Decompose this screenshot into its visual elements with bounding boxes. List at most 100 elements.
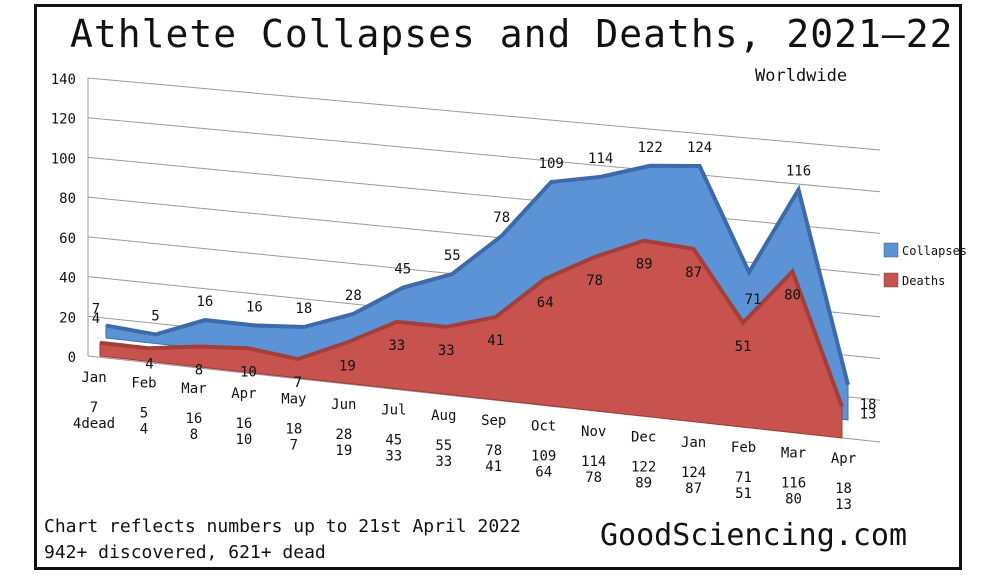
x-tick-label: Aug: [431, 408, 456, 424]
deaths-data-label: 7: [294, 375, 302, 391]
chart-title: Athlete Collapses and Deaths, 2021—22: [70, 12, 954, 56]
x-tick-label: Jan: [681, 435, 706, 451]
x-tick-label: Jun: [331, 397, 356, 413]
x-tick-label: Jul: [381, 402, 406, 418]
deaths-data-label: 33: [388, 338, 405, 354]
deaths-data-label: 4: [145, 356, 153, 372]
deaths-data-label: 8: [195, 363, 203, 379]
table-cell-collapses: 7: [90, 400, 98, 416]
collapses-data-label: 78: [493, 210, 510, 226]
x-tick-label: May: [281, 392, 306, 408]
deaths-data-label: 19: [339, 358, 356, 374]
brand-watermark: GoodSciencing.com: [600, 518, 908, 553]
table-cell-deaths: 10: [235, 432, 252, 448]
y-tick-label: 100: [51, 151, 76, 167]
x-tick-label: Feb: [131, 375, 156, 391]
table-cell-collapses: 16: [186, 411, 203, 427]
table-cell-collapses: 5: [140, 405, 148, 421]
legend-swatch: [883, 242, 899, 258]
collapses-ridge: [105, 163, 850, 386]
y-tick-label: 120: [51, 112, 76, 128]
table-cell-deaths: 8: [190, 427, 198, 443]
table-cell-collapses: 55: [435, 438, 452, 454]
table-cell-deaths: 33: [435, 454, 452, 470]
collapses-data-label: 122: [637, 140, 662, 156]
table-cell-deaths: 4: [140, 421, 148, 437]
y-tick-label: 40: [59, 271, 76, 287]
table-cell-collapses: 122: [631, 459, 656, 475]
gridline: [87, 77, 881, 151]
x-tick-label: Mar: [781, 446, 806, 462]
legend-swatch: [883, 272, 899, 288]
table-cell-deaths: 87: [685, 481, 702, 497]
collapses-data-label: 18: [295, 301, 312, 317]
collapses-data-label: 18: [860, 397, 877, 413]
table-cell-deaths: 89: [635, 475, 652, 491]
table-cell-collapses: 18: [835, 481, 852, 497]
table-cell-deaths: 19: [335, 443, 352, 459]
table-cell-collapses: 16: [235, 416, 252, 432]
gridline: [87, 196, 881, 276]
deaths-data-label: 78: [586, 273, 603, 289]
x-tick-label: Apr: [231, 386, 256, 402]
collapses-data-label: 109: [539, 156, 564, 172]
deaths-data-label: 4: [92, 311, 100, 327]
footnote-totals: 942+ discovered, 621+ dead: [44, 542, 326, 563]
table-cell-deaths: 78: [585, 470, 602, 486]
x-tick-label: Mar: [181, 381, 206, 397]
table-cell-deaths: 51: [735, 486, 752, 502]
table-cell-deaths: 13: [835, 497, 852, 513]
table-cell-collapses: 28: [335, 427, 352, 443]
collapses-data-label: 116: [786, 164, 811, 180]
gridline: [87, 156, 881, 234]
collapses-data-label: 45: [394, 262, 411, 278]
deaths-data-label: 33: [438, 343, 455, 359]
table-cell-collapses: 114: [581, 454, 606, 470]
table-cell-deaths: 41: [485, 459, 502, 475]
table-cell-deaths: 64: [535, 465, 552, 481]
deaths-data-label: 13: [860, 407, 877, 423]
y-tick-label: 20: [59, 310, 76, 326]
deaths-data-label: 41: [487, 333, 504, 349]
collapses-data-label: 28: [345, 288, 362, 304]
table-cell-deaths: 7: [290, 438, 298, 454]
x-tick-label: Dec: [631, 429, 656, 445]
table-cell-collapses: 71: [735, 470, 752, 486]
y-tick-label: 60: [59, 231, 76, 247]
collapses-data-label: 16: [246, 299, 263, 315]
x-tick-label: Feb: [731, 440, 756, 456]
table-cell-collapses: 18: [285, 422, 302, 438]
table-cell-deaths: 4dead: [73, 416, 115, 432]
y-tick-label: 0: [68, 350, 76, 366]
table-cell-collapses: 116: [781, 476, 806, 492]
table-cell-deaths: 33: [385, 448, 402, 464]
deaths-data-label: 64: [537, 295, 554, 311]
collapses-data-label: 114: [588, 151, 613, 167]
x-tick-label: Jan: [81, 370, 106, 386]
x-tick-label: Oct: [531, 419, 556, 435]
legend-label: Deaths: [902, 274, 945, 288]
x-tick-label: Apr: [831, 451, 856, 467]
y-tick-label: 80: [59, 191, 76, 207]
collapses-data-label: 124: [687, 140, 712, 156]
collapses-data-label: 55: [444, 248, 461, 264]
table-cell-deaths: 80: [785, 492, 802, 508]
collapses-data-label: 71: [745, 292, 762, 308]
x-tick-label: Sep: [481, 413, 506, 429]
deaths-data-label: 10: [240, 364, 257, 380]
collapses-data-label: 5: [151, 309, 159, 325]
x-tick-label: Nov: [581, 424, 606, 440]
gridline: [87, 117, 881, 193]
deaths-data-label: 89: [636, 257, 653, 273]
deaths-data-label: 51: [735, 339, 752, 355]
legend-label: Collapses: [902, 244, 967, 258]
collapses-data-label: 16: [197, 294, 214, 310]
collapses-data-label: 7: [92, 302, 100, 318]
deaths-ridge: [99, 238, 844, 408]
deaths-data-label: 80: [784, 287, 801, 303]
table-cell-collapses: 109: [531, 449, 556, 465]
table-cell-collapses: 45: [385, 432, 402, 448]
chart-subtitle: Worldwide: [755, 66, 848, 86]
table-cell-collapses: 78: [485, 443, 502, 459]
